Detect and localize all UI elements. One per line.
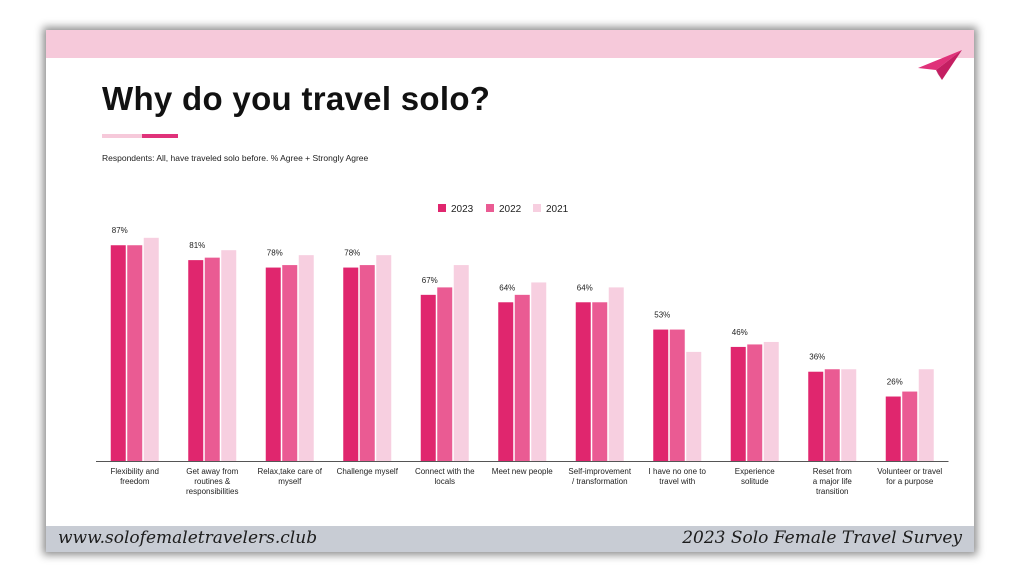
data-label-2023-3: 78% [344, 249, 360, 258]
bar-2023-1 [188, 260, 204, 461]
data-label-2023-8: 46% [732, 328, 748, 337]
bar-2022-2 [282, 265, 298, 461]
category-label-9-1: a major life [813, 477, 853, 486]
category-label-4-0: Connect with the [415, 467, 475, 476]
category-label-9-2: transition [816, 487, 848, 496]
category-label-7-1: travel with [659, 477, 695, 486]
bar-2022-5 [514, 294, 530, 461]
category-label-4-1: locals [435, 477, 455, 486]
category-label-9-0: Reset from [813, 467, 852, 476]
category-label-0-1: freedom [120, 477, 150, 486]
data-label-2023-10: 26% [887, 378, 903, 387]
bar-2023-7 [653, 329, 669, 461]
category-label-10-0: Volunteer or travel [877, 467, 942, 476]
bar-2021-10 [918, 369, 934, 461]
bar-2023-4 [420, 294, 436, 461]
bar-2021-1 [221, 250, 237, 461]
data-label-2023-0: 87% [112, 226, 128, 235]
data-label-2023-5: 64% [499, 283, 515, 292]
data-label-2023-9: 36% [809, 353, 825, 362]
slide: Why do you travel solo? Respondents: All… [46, 30, 974, 552]
data-label-2023-2: 78% [267, 249, 283, 258]
bar-2023-8 [730, 346, 746, 461]
footer-survey-name: 2023 Solo Female Travel Survey [682, 528, 962, 548]
bar-2022-3 [359, 265, 375, 461]
bar-2023-9 [808, 371, 824, 461]
title-underline-light [102, 134, 142, 138]
bar-2021-8 [763, 341, 779, 461]
category-label-6-0: Self-improvement [568, 467, 631, 476]
bar-2022-8 [747, 344, 763, 461]
data-label-2023-1: 81% [189, 241, 205, 250]
footer-website[interactable]: www.solofemaletravelers.club [58, 528, 318, 548]
page-title: Why do you travel solo? [102, 80, 491, 117]
bar-2023-2 [265, 267, 281, 461]
bar-2022-7 [669, 329, 685, 461]
bar-2023-5 [498, 302, 514, 461]
bar-2021-3 [376, 255, 392, 461]
bar-2022-1 [204, 257, 220, 461]
bar-2023-10 [885, 396, 901, 461]
bar-2023-3 [343, 267, 359, 461]
data-label-2023-4: 67% [422, 276, 438, 285]
category-label-2-1: myself [278, 477, 302, 486]
legend-swatch-2021 [533, 204, 541, 212]
bar-2021-4 [453, 265, 469, 461]
legend-label-2021: 2021 [546, 204, 569, 215]
bar-2022-6 [592, 302, 608, 461]
category-label-8-0: Experience [735, 467, 776, 476]
bar-2022-10 [902, 391, 918, 461]
category-label-1-2: responsibilities [186, 487, 238, 496]
bar-2021-6 [608, 287, 624, 461]
chart-subtitle: Respondents: All, have traveled solo bef… [102, 153, 369, 163]
bar-2021-0 [143, 237, 159, 461]
category-label-2-0: Relax,take care of [258, 467, 323, 476]
legend-swatch-2022 [486, 204, 494, 212]
bar-2021-9 [841, 369, 857, 461]
category-label-0-0: Flexibility and [111, 467, 159, 476]
footer-bar: www.solofemaletravelers.club 2023 Solo F… [46, 526, 974, 552]
legend-swatch-2023 [438, 204, 446, 212]
legend-label-2022: 2022 [499, 204, 522, 215]
bar-2023-0 [110, 245, 126, 461]
bar-2021-7 [686, 351, 702, 461]
category-label-6-1: / transformation [572, 477, 628, 486]
bar-2022-4 [437, 287, 453, 461]
category-label-3-0: Challenge myself [337, 467, 399, 476]
data-label-2023-6: 64% [577, 283, 593, 292]
category-label-5-0: Meet new people [492, 467, 553, 476]
category-label-1-0: Get away from [186, 467, 238, 476]
bar-2021-2 [298, 255, 314, 461]
legend-label-2023: 2023 [451, 204, 474, 215]
title-underline-accent [142, 134, 178, 138]
category-label-8-1: solitude [741, 477, 769, 486]
category-label-10-1: for a purpose [886, 477, 934, 486]
bar-2022-9 [824, 369, 840, 461]
category-label-1-1: routines & [194, 477, 231, 486]
data-label-2023-7: 53% [654, 311, 670, 320]
bar-2023-6 [575, 302, 591, 461]
top-band [46, 30, 974, 58]
paper-plane-icon [918, 50, 962, 80]
bar-2022-0 [127, 245, 143, 461]
bar-2021-5 [531, 282, 547, 461]
category-label-7-0: I have no one to [649, 467, 707, 476]
